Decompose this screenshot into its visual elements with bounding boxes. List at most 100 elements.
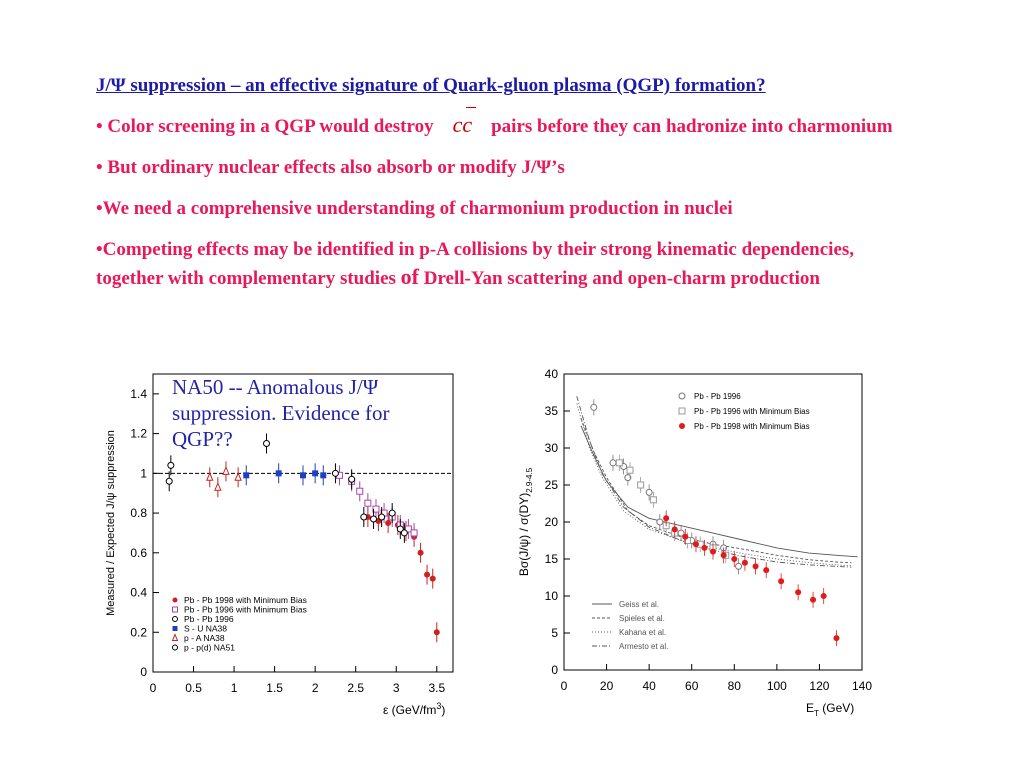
data-point: [167, 461, 175, 469]
data-point: [385, 520, 392, 526]
data-point: [364, 499, 372, 507]
data-point: [671, 526, 678, 533]
legend-label: Kahana et al.: [619, 628, 666, 637]
cc-pair-symbol: cc: [438, 107, 486, 138]
data-point: [404, 525, 412, 533]
data-point: [656, 518, 664, 526]
data-point: [645, 488, 653, 496]
data-point: [763, 567, 770, 574]
data-point: [741, 559, 748, 566]
x-tick-label: 60: [685, 679, 699, 693]
data-point: [701, 544, 708, 551]
cc-bar: [466, 107, 477, 108]
legend-marker: [172, 644, 178, 651]
legend-label: Pb - Pb 1996 with Minimum Bias: [184, 605, 307, 615]
data-point: [731, 556, 738, 562]
data-point: [165, 477, 173, 485]
legend-label: Pb - Pb 1996 with Minimum Bias: [694, 407, 810, 416]
legend-label: p - p(d) NA51: [184, 643, 235, 653]
jpsi-dy-ratio-chart: 0 20 40 60 80 100 120 140 0 5 10 15 20 25 30 35 40 Bσ(J/ψ…: [517, 367, 872, 718]
x-tick-label: 140: [852, 679, 872, 693]
data-point: [205, 472, 214, 481]
bullet-comprehensive: •We need a comprehensive understanding o…: [96, 198, 733, 219]
y-tick-label: 1: [140, 466, 147, 480]
y-tick-label: 10: [545, 589, 559, 603]
y-tick-label: 0: [140, 665, 147, 679]
na50-suppression-chart: 0 0.5 1 1.5 2 2.5 3 3.5 0 0.2 0.4 0.6 0.8 1 1.2 1.4 Meas…: [105, 373, 454, 717]
slide-title: J/Ψ suppression – an effective signature…: [96, 75, 766, 96]
chart-caption: NA50 -- Anomalous J/Ψ suppression. Evide…: [172, 375, 390, 451]
y-tick-label: 0.2: [130, 625, 147, 639]
data-point: [356, 487, 364, 495]
data-point: [263, 440, 271, 448]
x-tick-label: 3.5: [428, 681, 445, 695]
bullet-competing-effects: •Competing effects may be identified in …: [96, 236, 916, 292]
data-point: [810, 596, 817, 603]
data-point: [360, 513, 368, 521]
legend-marker: [172, 616, 178, 622]
data-point: [370, 515, 378, 523]
bullet-1-text: • Color screening in a QGP would destroy: [96, 116, 434, 137]
legend-label: Spieles et al.: [619, 614, 665, 623]
data-point: [320, 472, 327, 479]
data-point: [778, 578, 785, 585]
x-tick-label: 0: [150, 681, 157, 695]
data-point: [624, 474, 632, 482]
data-point: [243, 472, 250, 479]
data-point: [663, 515, 670, 522]
legend-marker: [679, 423, 685, 429]
theory-curve: [576, 396, 852, 568]
legend-marker: [171, 633, 179, 641]
bullet-4-text-end: Drell-Yan scattering and open-charm prod…: [419, 268, 820, 289]
data-point: [214, 481, 222, 491]
plot-frame: [152, 373, 454, 673]
data-point: [378, 513, 386, 521]
data-point: [820, 593, 827, 599]
x-tick-label: 0: [561, 679, 568, 693]
x-tick-label: 1.5: [266, 681, 283, 695]
data-point: [417, 549, 424, 556]
data-point: [433, 629, 440, 636]
x-tick-label: 120: [809, 679, 829, 693]
y-tick-label: 0.4: [130, 586, 147, 600]
data-point: [372, 505, 380, 513]
data-point: [615, 459, 623, 467]
y-tick-label: 40: [545, 367, 559, 381]
legend-label: Geiss et al.: [619, 600, 659, 609]
data-point: [590, 403, 598, 411]
data-point: [429, 575, 436, 582]
legend-label: p - A NA38: [184, 633, 225, 643]
legend-label: Pb - Pb 1998 with Minimum Bias: [184, 595, 307, 605]
y-tick-label: 0: [551, 663, 558, 677]
legend-label: Pb - Pb 1998 with Minimum Bias: [694, 422, 810, 431]
legend-label: Armesto et al.: [619, 642, 668, 651]
legend-label: S - U NA38: [184, 624, 227, 634]
x-axis-label: ε (GeV/fm3): [383, 701, 445, 717]
x-axis-label: ET (GeV): [806, 701, 854, 718]
x-tick-label: 1: [231, 681, 238, 695]
x-tick-label: 2.5: [347, 681, 364, 695]
data-point: [626, 466, 634, 474]
data-point: [222, 466, 230, 475]
legend-marker: [172, 606, 178, 613]
data-point: [649, 496, 657, 504]
legend-label: Pb - Pb 1996: [694, 392, 741, 401]
data-point: [388, 509, 396, 517]
bullet-nuclear-effects: • But ordinary nuclear effects also abso…: [96, 157, 565, 178]
y-tick-label: 35: [545, 404, 559, 418]
data-point: [300, 472, 306, 479]
x-tick-label: 40: [642, 679, 656, 693]
data-point: [735, 562, 743, 570]
data-point: [720, 552, 727, 559]
data-point: [348, 475, 356, 483]
bullet-4-text: •Competing effects may be identified in …: [96, 239, 855, 289]
y-tick-label: 15: [545, 552, 559, 566]
legend-marker: [172, 626, 178, 631]
bullet-1-text-end: pairs before they can hadronize into cha…: [491, 116, 893, 137]
legend-label: Pb - Pb 1996: [184, 614, 234, 624]
x-tick-label: 20: [600, 679, 614, 693]
bullet-color-screening: • Color screening in a QGP would destroy…: [96, 107, 916, 140]
x-tick-label: 3: [393, 681, 400, 695]
y-tick-label: 0.6: [130, 546, 147, 560]
bullet-4-of: of: [400, 264, 419, 289]
